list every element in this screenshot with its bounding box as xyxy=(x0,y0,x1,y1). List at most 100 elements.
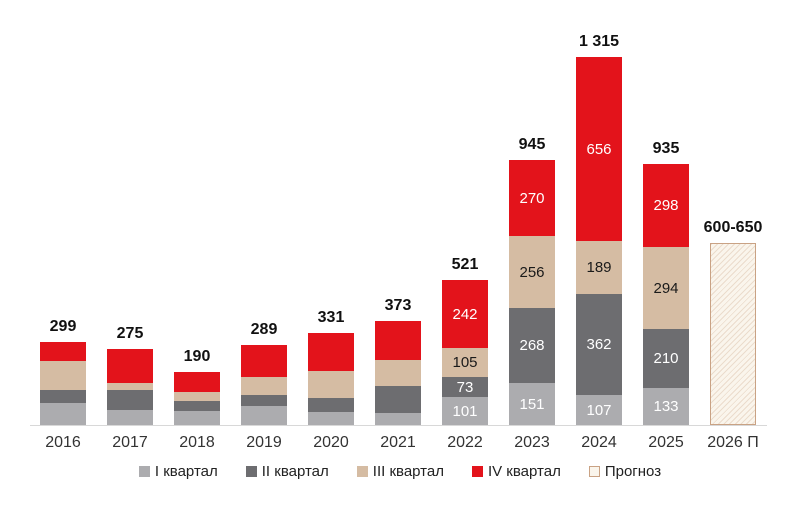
bar-2021-segment-q4 xyxy=(375,321,421,360)
total-label-2019: 289 xyxy=(250,321,278,338)
bar-2018 xyxy=(174,372,220,425)
x-label-2017: 2017 xyxy=(112,434,148,451)
bar-2019-segment-q2 xyxy=(241,395,287,406)
bar-2022-segment-q4: 242 xyxy=(442,280,488,348)
segment-value-label: 242 xyxy=(452,305,478,323)
total-label-2016: 299 xyxy=(49,318,77,335)
bar-2019-segment-q4 xyxy=(241,345,287,377)
x-label-2018: 2018 xyxy=(179,434,215,451)
total-label-2020: 331 xyxy=(317,309,345,326)
legend-item-q2: II квартал xyxy=(245,463,329,480)
legend-label-forecast: Прогноз xyxy=(604,463,662,480)
bar-2020-segment-q3 xyxy=(308,371,354,398)
segment-value-label: 101 xyxy=(452,402,478,420)
x-label-2023: 2023 xyxy=(514,434,550,451)
total-label-2017: 275 xyxy=(116,325,144,342)
bar-2022-segment-q3: 105 xyxy=(442,348,488,377)
x-label-2025: 2025 xyxy=(648,434,684,451)
bar-2026-П xyxy=(710,243,756,425)
total-label-2026-П: 600-650 xyxy=(703,219,763,236)
segment-value-label: 268 xyxy=(519,337,545,354)
bar-2019-segment-q1 xyxy=(241,406,287,425)
legend-item-q3: III квартал xyxy=(356,463,444,480)
legend-item-forecast: Прогноз xyxy=(588,463,662,480)
segment-value-label: 270 xyxy=(519,189,545,207)
segment-value-label: 107 xyxy=(586,401,612,419)
legend-marker-q3 xyxy=(356,466,368,477)
total-label-2021: 373 xyxy=(384,297,412,314)
legend-label-q2: II квартал xyxy=(261,463,329,480)
segment-value-label: 210 xyxy=(653,350,679,367)
legend: I квартал II квартал III квартал IV квартал… xyxy=(0,464,800,479)
bar-2021-segment-q2 xyxy=(375,386,421,413)
x-label-2021: 2021 xyxy=(380,434,416,451)
bar-2018-segment-q3 xyxy=(174,392,220,401)
bar-2016-segment-q1 xyxy=(40,403,86,425)
bar-2016-segment-q3 xyxy=(40,361,86,390)
bar-2020 xyxy=(308,333,354,425)
legend-item-q4: IV квартал xyxy=(471,464,561,479)
bar-2024-segment-q3: 189 xyxy=(576,241,622,294)
bar-2018-segment-q4 xyxy=(174,372,220,392)
bar-2026-П-forecast-segment xyxy=(710,243,756,425)
legend-marker-q1 xyxy=(138,466,150,477)
legend-marker-q2 xyxy=(245,466,257,477)
segment-value-label: 133 xyxy=(653,398,679,415)
bar-2022: 101 73 105 242 xyxy=(442,280,488,425)
bar-2024-segment-q4: 656 xyxy=(576,57,622,241)
bar-2018-segment-q1 xyxy=(174,411,220,425)
x-axis-line xyxy=(30,425,767,426)
bar-2024-segment-q2: 362 xyxy=(576,294,622,395)
x-label-2022: 2022 xyxy=(447,434,483,451)
bar-2016-segment-q2 xyxy=(40,390,86,403)
segment-value-label: 73 xyxy=(456,378,474,396)
bar-2020-segment-q2 xyxy=(308,398,354,412)
bar-2024: 107 362 189 656 xyxy=(576,57,622,425)
total-label-2023: 945 xyxy=(518,136,546,153)
bar-2025-segment-q1: 133 xyxy=(643,388,689,425)
total-label-2024: 1 315 xyxy=(578,33,620,50)
bar-2020-segment-q4 xyxy=(308,333,354,371)
bar-2017-segment-q2 xyxy=(107,390,153,410)
bar-2023-segment-q2: 268 xyxy=(509,308,555,383)
legend-item-q1: I квартал xyxy=(138,463,218,480)
bar-2017 xyxy=(107,349,153,425)
bar-2024-segment-q1: 107 xyxy=(576,395,622,425)
legend-label-q3: III квартал xyxy=(372,463,444,480)
total-label-2025: 935 xyxy=(652,140,680,157)
segment-value-label: 151 xyxy=(519,395,545,413)
bar-2016 xyxy=(40,342,86,425)
x-label-2026-П: 2026 П xyxy=(707,434,759,451)
bar-2023-segment-q1: 151 xyxy=(509,383,555,425)
bar-2023-segment-q4: 270 xyxy=(509,160,555,236)
bar-2023-segment-q3: 256 xyxy=(509,236,555,308)
bar-2021-segment-q3 xyxy=(375,360,421,386)
total-label-2018: 190 xyxy=(183,348,211,365)
legend-label-q1: I квартал xyxy=(154,463,218,480)
segment-value-label: 656 xyxy=(586,140,612,158)
bar-2019-segment-q3 xyxy=(241,377,287,395)
segment-value-label: 294 xyxy=(653,279,679,297)
bar-2016-segment-q4 xyxy=(40,342,86,361)
bar-2017-segment-q1 xyxy=(107,410,153,425)
bar-2018-segment-q2 xyxy=(174,401,220,411)
x-label-2024: 2024 xyxy=(581,434,617,451)
x-label-2016: 2016 xyxy=(45,434,81,451)
segment-value-label: 298 xyxy=(653,197,679,214)
bar-2017-segment-q4 xyxy=(107,349,153,383)
bar-2017-segment-q3 xyxy=(107,383,153,390)
bar-2025-segment-q4: 298 xyxy=(643,164,689,247)
legend-marker-forecast xyxy=(588,466,600,477)
segment-value-label: 105 xyxy=(452,354,478,371)
segment-value-label: 362 xyxy=(586,336,612,353)
bar-2020-segment-q1 xyxy=(308,412,354,425)
total-label-2022: 521 xyxy=(451,256,479,273)
bar-2023: 151 268 256 270 xyxy=(509,160,555,425)
bar-2022-segment-q2: 73 xyxy=(442,377,488,397)
x-label-2019: 2019 xyxy=(246,434,282,451)
x-label-2020: 2020 xyxy=(313,434,349,451)
bar-2019 xyxy=(241,345,287,425)
bar-2022-segment-q1: 101 xyxy=(442,397,488,425)
segment-value-label: 256 xyxy=(519,263,545,281)
